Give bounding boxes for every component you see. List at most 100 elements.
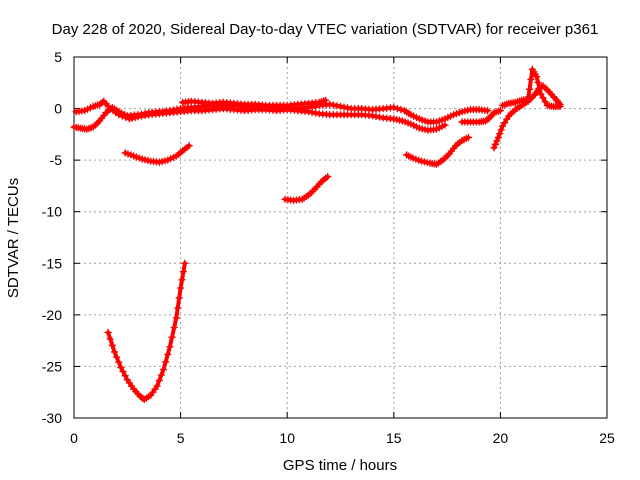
data-point	[176, 284, 185, 292]
data-point	[175, 294, 183, 302]
data-point	[321, 96, 330, 105]
data-point	[161, 358, 170, 366]
data-point	[185, 142, 193, 150]
data-point	[556, 102, 564, 111]
data-point	[104, 328, 112, 337]
data-point	[112, 353, 121, 361]
plot-frame	[73, 56, 608, 419]
data-point	[170, 323, 178, 332]
x-tick-label: 20	[493, 430, 509, 446]
y-tick-label: -30	[42, 410, 62, 426]
y-tick-label: -5	[50, 152, 63, 168]
data-point	[527, 75, 535, 84]
series-track-j	[498, 65, 564, 111]
x-tick-label: 25	[599, 430, 615, 446]
series-track-c	[121, 142, 193, 166]
data-point	[495, 129, 504, 138]
data-point	[174, 304, 182, 312]
data-point	[415, 115, 424, 123]
x-tick-label: 15	[386, 430, 402, 446]
y-tick-label: -25	[42, 358, 62, 374]
data-point	[455, 108, 463, 117]
series-track-d	[179, 96, 330, 110]
data-point	[464, 133, 473, 142]
x-axis-label: GPS time / hours	[283, 457, 397, 474]
data-point	[491, 140, 500, 149]
data-point	[119, 367, 127, 376]
data-point	[537, 90, 545, 98]
data-point	[438, 116, 446, 124]
data-point	[178, 276, 186, 284]
data-point	[452, 110, 461, 118]
data-point	[179, 267, 188, 276]
data-point	[172, 314, 181, 322]
data-point	[181, 259, 189, 267]
series-track-b	[72, 97, 449, 134]
data-point	[432, 118, 441, 126]
data-point	[524, 95, 532, 103]
data-point	[166, 343, 174, 351]
data-point	[401, 118, 409, 126]
data-point	[129, 152, 138, 160]
data-point	[164, 350, 172, 359]
data-point	[115, 358, 123, 367]
data-point	[404, 119, 412, 127]
data-point	[324, 172, 332, 181]
data-point	[127, 151, 135, 159]
data-point	[397, 105, 405, 114]
data-point	[159, 365, 168, 374]
series-trace	[106, 261, 187, 402]
data-point	[153, 382, 161, 390]
data-point	[110, 348, 119, 356]
data-point	[535, 84, 544, 92]
data-point	[441, 121, 449, 129]
data-point	[124, 150, 132, 158]
data-point	[106, 335, 114, 343]
data-point	[449, 111, 458, 119]
data-point	[121, 372, 129, 380]
y-tick-label: 0	[54, 101, 62, 117]
x-tick-label: 5	[177, 430, 185, 446]
data-point	[155, 376, 163, 385]
series-track-f	[104, 259, 189, 404]
data-point	[108, 341, 117, 350]
series-track-e	[281, 172, 332, 205]
data-point	[135, 154, 144, 162]
data-point	[497, 126, 505, 134]
data-point	[483, 106, 492, 115]
data-point	[414, 156, 423, 164]
data-point	[494, 133, 502, 142]
data-point	[390, 103, 398, 112]
data-point	[122, 113, 130, 122]
y-tick-label: -20	[42, 307, 62, 323]
data-point	[412, 155, 420, 163]
y-tick-label: 5	[54, 49, 62, 65]
data-point	[435, 117, 443, 125]
data-point	[409, 154, 417, 162]
y-axis-label: SDTVAR / TECUs	[5, 178, 22, 298]
y-tick-label: -10	[42, 204, 62, 220]
data-point	[421, 117, 429, 125]
data-point	[539, 94, 547, 102]
data-point	[118, 112, 127, 120]
x-tick-label: 0	[70, 430, 78, 446]
data-point	[525, 85, 534, 94]
chart-title: Day 228 of 2020, Sidereal Day-to-day VTE…	[52, 21, 599, 38]
data-point	[168, 333, 176, 341]
series-track-h	[458, 106, 505, 126]
x-tick-label: 10	[279, 430, 295, 446]
data-point	[121, 149, 129, 157]
data-series	[70, 65, 564, 404]
data-point	[532, 72, 541, 81]
data-point	[534, 78, 542, 87]
series-track-g	[402, 133, 473, 168]
data-point	[398, 117, 407, 125]
data-point	[393, 104, 402, 113]
data-point	[117, 363, 125, 372]
data-point	[157, 371, 166, 379]
data-point	[541, 97, 549, 106]
data-point	[115, 111, 123, 119]
data-point	[496, 106, 505, 115]
data-point	[132, 153, 141, 161]
